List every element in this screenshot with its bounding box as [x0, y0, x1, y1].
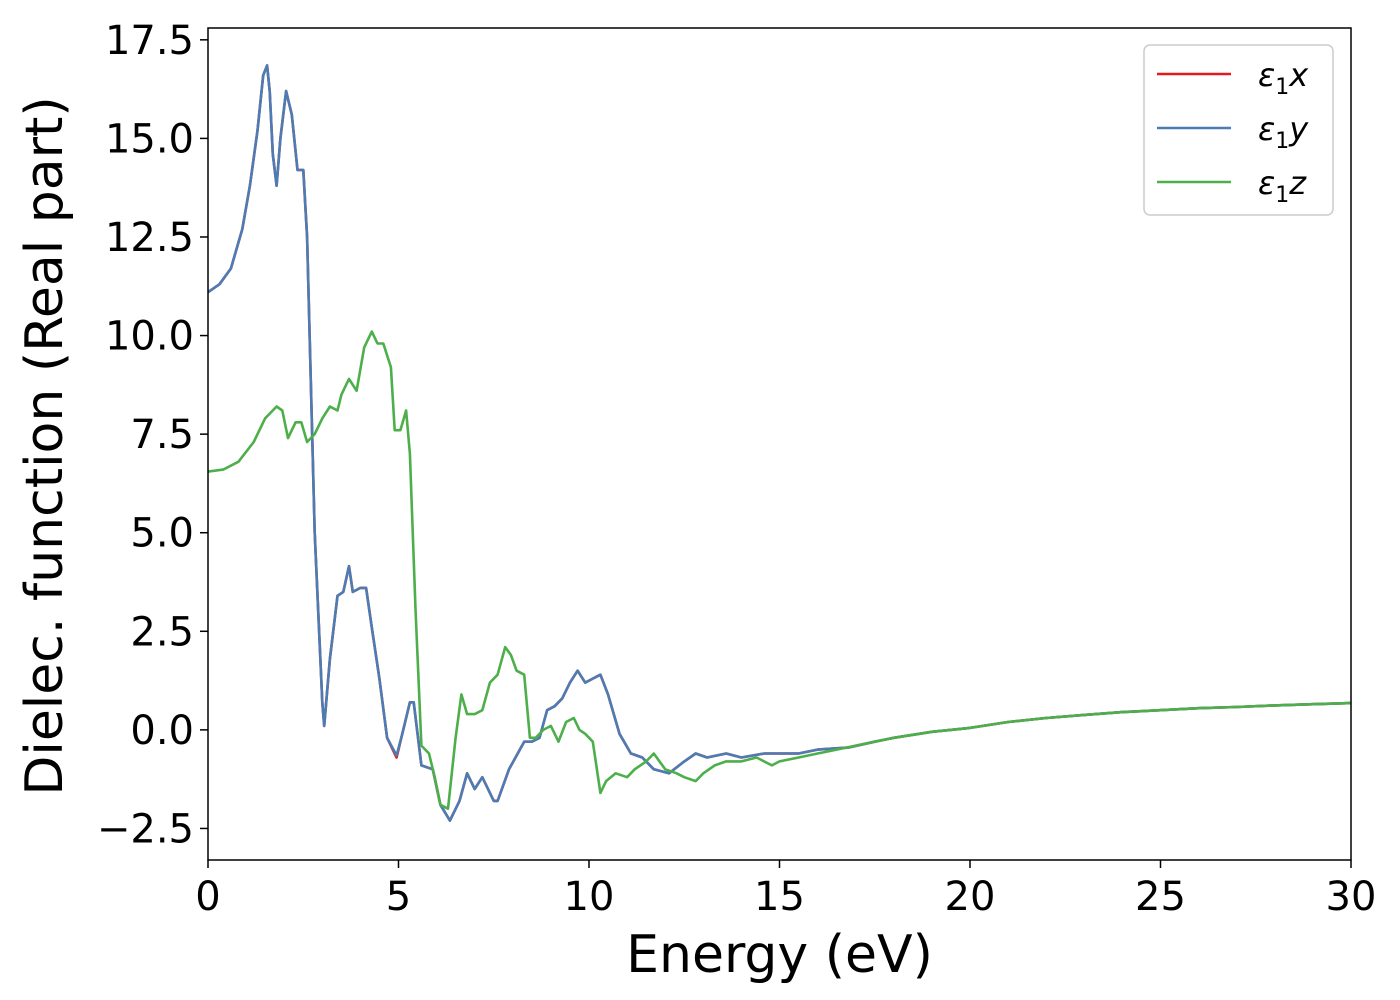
legend-symbol: ε — [1258, 164, 1275, 202]
legend-label: ε1zε₁z — [1258, 164, 1307, 208]
legend-label: ε1yε₁y — [1258, 110, 1309, 154]
legend-label: ε1xε₁x — [1258, 56, 1309, 100]
legend-variable: z — [1288, 164, 1307, 202]
legend-variable: y — [1288, 110, 1309, 148]
y-tick-label: 10.0 — [105, 314, 194, 360]
x-tick-label: 15 — [754, 874, 805, 920]
legend-symbol: ε — [1258, 110, 1275, 148]
y-tick-label: −2.5 — [97, 806, 194, 852]
series-layer — [208, 64, 1351, 822]
x-tick-label: 25 — [1135, 874, 1186, 920]
x-tick-label: 10 — [564, 874, 615, 920]
y-tick-label: 0.0 — [130, 708, 194, 754]
x-axis-title: Energy (eV) — [626, 925, 933, 985]
y-tick-label: 17.5 — [105, 18, 194, 64]
x-tick-label: 30 — [1326, 874, 1377, 920]
x-tick-label: 5 — [386, 874, 411, 920]
series-line-z — [208, 330, 1351, 811]
legend-subscript: 1 — [1275, 129, 1289, 154]
y-tick-label: 5.0 — [130, 511, 194, 557]
y-axis: −2.5 0.0 2.5 5.0 7.5 10.0 12.5 15.0 17.5 — [97, 18, 208, 852]
legend-box — [1143, 44, 1334, 216]
legend-subscript: 1 — [1275, 183, 1289, 208]
y-tick-label: 15.0 — [105, 116, 194, 162]
legend-variable: x — [1288, 56, 1309, 94]
legend-symbol: ε — [1258, 56, 1275, 94]
y-axis-title: Dielec. function (Real part) — [15, 96, 75, 795]
x-tick-label: 0 — [195, 874, 220, 920]
legend: ε1xε₁x ε1yε₁y ε1zε₁z — [1143, 44, 1334, 216]
y-tick-label: 12.5 — [105, 215, 194, 261]
x-tick-label: 20 — [945, 874, 996, 920]
y-tick-label: 7.5 — [130, 412, 194, 458]
y-tick-label: 2.5 — [130, 609, 194, 655]
x-axis: 0 5 10 15 20 25 30 — [195, 860, 1376, 920]
legend-subscript: 1 — [1275, 75, 1289, 100]
